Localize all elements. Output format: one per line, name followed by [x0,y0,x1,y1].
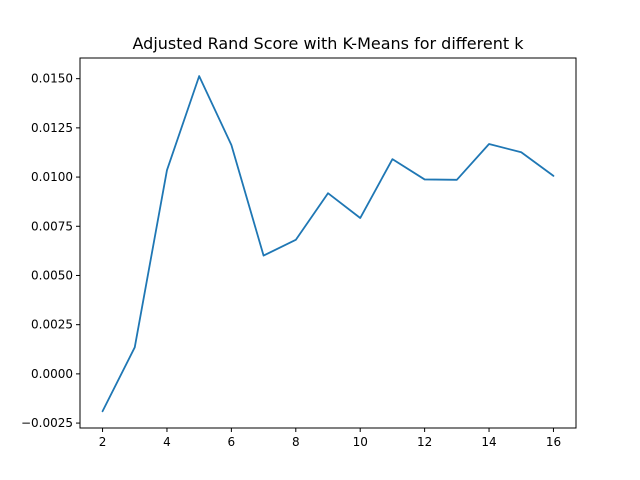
x-tick-label: 6 [228,435,236,449]
x-tick-label: 4 [163,435,171,449]
y-tick-label: 0.0000 [31,367,73,381]
y-tick-label: 0.0150 [31,72,73,86]
x-tick-label: 16 [546,435,561,449]
x-tick-label: 8 [292,435,300,449]
x-axis: 2 4 6 8 10 12 14 16 [99,428,561,449]
y-tick-label: 0.0100 [31,170,73,184]
x-tick-label: 2 [99,435,107,449]
plot-area: 2 4 6 8 10 12 14 16 −0.0025 0.0000 0.0025 0.0050 0.… [21,57,577,449]
y-tick-label: 0.0075 [31,219,73,233]
x-tick-label: 12 [417,435,432,449]
chart-title: Adjusted Rand Score with K-Means for dif… [133,34,525,53]
y-axis: −0.0025 0.0000 0.0025 0.0050 0.0075 0.0100 0.0… [21,72,80,430]
y-tick-label: 0.0050 [31,268,73,282]
series-line-0 [101,75,555,413]
y-tick-label: 0.0025 [31,318,73,332]
y-tick-label: 0.0125 [31,121,73,135]
series-layer [101,75,555,413]
x-tick-label: 14 [481,435,496,449]
x-tick-label: 10 [353,435,368,449]
y-tick-label: −0.0025 [21,416,73,430]
axes-frame [79,57,577,429]
